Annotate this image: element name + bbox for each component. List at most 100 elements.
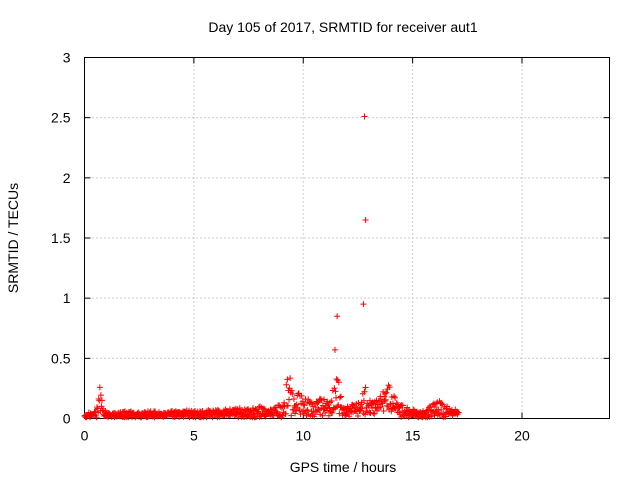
x-axis-label: GPS time / hours bbox=[290, 459, 397, 475]
data-point bbox=[290, 406, 297, 413]
data-point bbox=[362, 384, 369, 391]
data-point bbox=[290, 395, 297, 402]
x-tick-label: 0 bbox=[81, 428, 89, 444]
plot-frame bbox=[84, 57, 610, 419]
data-point bbox=[404, 404, 411, 411]
data-point bbox=[431, 412, 438, 419]
data-point bbox=[286, 396, 293, 403]
data-point bbox=[336, 410, 343, 417]
y-tick-label: 0 bbox=[63, 411, 71, 427]
data-point bbox=[326, 405, 333, 412]
data-point bbox=[432, 404, 439, 411]
x-tick-label: 20 bbox=[514, 428, 530, 444]
x-tick-label: 15 bbox=[405, 428, 421, 444]
data-point bbox=[361, 388, 368, 395]
y-tick-label: 1 bbox=[63, 290, 71, 306]
data-point bbox=[329, 409, 336, 416]
data-point bbox=[262, 413, 269, 420]
y-tick-label: 1.5 bbox=[51, 230, 71, 246]
data-point bbox=[392, 394, 399, 401]
data-point bbox=[330, 404, 337, 411]
y-tick-label: 3 bbox=[63, 50, 71, 66]
outlier-point bbox=[360, 301, 367, 308]
data-points bbox=[81, 113, 462, 421]
outlier-point bbox=[362, 216, 369, 223]
data-point bbox=[321, 396, 328, 403]
data-point bbox=[284, 376, 291, 383]
data-point bbox=[356, 408, 363, 415]
data-point bbox=[347, 405, 354, 412]
data-point bbox=[296, 406, 303, 413]
data-point bbox=[226, 406, 233, 413]
data-point bbox=[260, 405, 267, 412]
data-point bbox=[374, 407, 381, 414]
data-point bbox=[304, 407, 311, 414]
data-point bbox=[359, 405, 366, 412]
data-point bbox=[377, 404, 384, 411]
data-point bbox=[354, 412, 361, 419]
data-point bbox=[455, 409, 462, 416]
outlier-point bbox=[334, 313, 341, 320]
data-point bbox=[438, 406, 445, 413]
data-point bbox=[319, 412, 326, 419]
data-point bbox=[97, 392, 104, 399]
y-tick-label: 0.5 bbox=[51, 350, 71, 366]
data-point bbox=[442, 413, 449, 420]
data-point bbox=[332, 388, 339, 395]
data-point bbox=[255, 404, 262, 411]
data-point bbox=[254, 408, 261, 415]
data-point bbox=[315, 406, 322, 413]
data-point bbox=[287, 375, 294, 382]
data-point bbox=[96, 384, 103, 391]
data-point bbox=[309, 400, 315, 407]
outlier-point bbox=[331, 346, 338, 353]
data-point bbox=[203, 414, 210, 421]
data-point bbox=[325, 412, 332, 419]
data-point bbox=[378, 399, 385, 406]
data-point bbox=[293, 401, 300, 408]
data-point bbox=[231, 406, 238, 413]
data-point bbox=[335, 379, 342, 386]
data-point bbox=[370, 410, 377, 417]
data-point bbox=[324, 398, 331, 405]
data-point bbox=[295, 390, 302, 397]
y-tick-label: 2 bbox=[63, 170, 71, 186]
data-point bbox=[249, 405, 256, 412]
axis-ticks bbox=[84, 57, 610, 419]
data-point bbox=[305, 396, 312, 403]
y-axis-label: SRMTID / TECUs bbox=[5, 183, 21, 293]
data-point bbox=[383, 389, 390, 396]
data-point bbox=[250, 411, 257, 418]
data-point bbox=[427, 403, 434, 410]
data-point bbox=[317, 395, 324, 402]
data-point bbox=[307, 399, 314, 406]
chart-title: Day 105 of 2017, SRMTID for receiver aut… bbox=[208, 19, 477, 35]
data-point bbox=[382, 396, 389, 403]
data-point bbox=[283, 381, 290, 388]
data-point bbox=[371, 410, 378, 417]
data-point bbox=[381, 398, 388, 405]
data-point bbox=[288, 387, 295, 394]
data-point bbox=[94, 404, 101, 411]
grid bbox=[84, 57, 610, 419]
data-point bbox=[284, 402, 291, 409]
data-point bbox=[382, 390, 389, 397]
data-point bbox=[426, 404, 433, 411]
data-point bbox=[274, 408, 280, 415]
data-point bbox=[438, 400, 445, 407]
x-tick-label: 10 bbox=[295, 428, 311, 444]
data-point bbox=[336, 394, 343, 401]
data-point bbox=[399, 402, 406, 409]
data-point bbox=[289, 390, 296, 397]
data-point bbox=[314, 399, 321, 406]
x-tick-label: 5 bbox=[190, 428, 198, 444]
data-point bbox=[288, 412, 295, 419]
y-tick-label: 2.5 bbox=[51, 110, 71, 126]
data-point bbox=[397, 411, 404, 418]
data-point bbox=[380, 408, 387, 415]
data-point bbox=[446, 405, 453, 412]
data-point bbox=[346, 413, 353, 420]
data-point bbox=[315, 399, 322, 406]
data-point bbox=[381, 393, 388, 400]
